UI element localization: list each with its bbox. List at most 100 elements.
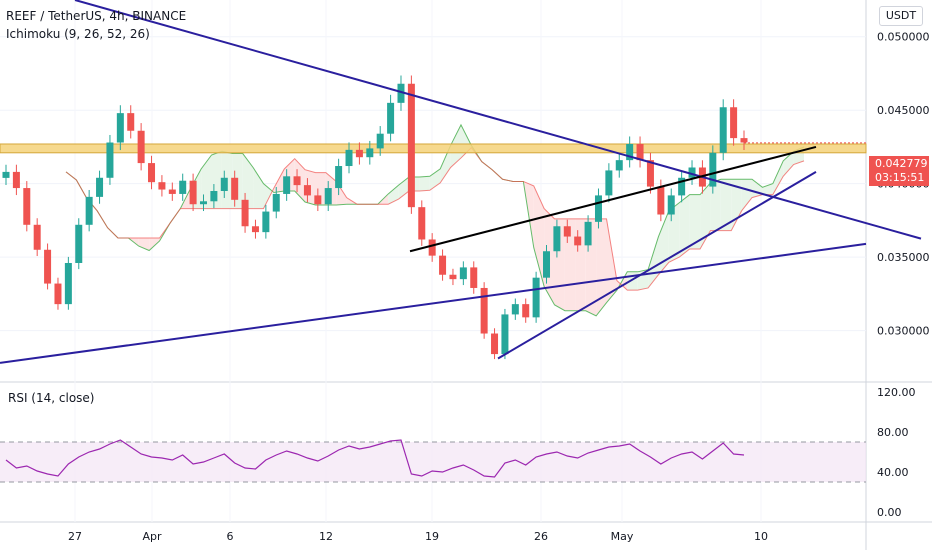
candle-body xyxy=(179,180,187,194)
candle-body xyxy=(345,149,353,167)
candle-body xyxy=(12,171,20,189)
cloud-segment xyxy=(741,179,753,211)
candle-body xyxy=(615,160,623,171)
candle-body xyxy=(584,221,592,246)
bar-countdown: 03:15:51 xyxy=(875,171,925,184)
candle-body xyxy=(75,224,83,263)
candle-body xyxy=(418,207,426,240)
candle-body xyxy=(511,304,519,315)
candle-body xyxy=(387,102,395,134)
cloud-segment xyxy=(253,167,264,209)
candle-body xyxy=(283,176,291,194)
candle-body xyxy=(199,201,207,205)
last-price-value: 0.042779 xyxy=(875,157,928,170)
candle-body xyxy=(44,249,52,284)
rsi-tick-label: 0.00 xyxy=(877,506,902,519)
candle-body xyxy=(719,107,727,153)
candle-body xyxy=(574,236,582,246)
candle-body xyxy=(730,107,738,139)
candle-body xyxy=(605,170,613,196)
candle-body xyxy=(210,191,218,202)
candle-body xyxy=(23,188,31,225)
cloud-segment xyxy=(679,194,690,258)
cloud-segment xyxy=(388,185,399,205)
cloud-segment xyxy=(201,155,212,209)
rsi-legend[interactable]: RSI (14, close) xyxy=(8,391,95,405)
cloud-segment xyxy=(273,168,285,193)
candle-body xyxy=(231,177,239,200)
cloud-segment xyxy=(731,179,742,231)
rsi-pane xyxy=(0,439,866,483)
indicator-legend[interactable]: Ichimoku (9, 26, 52, 26) xyxy=(6,27,150,41)
currency-selector[interactable]: USDT xyxy=(879,6,923,26)
price-tick-label: 0.030000 xyxy=(877,325,930,338)
cloud-segment xyxy=(700,182,711,250)
price-tick-label: 0.050000 xyxy=(877,31,930,44)
support-resistance-band xyxy=(0,143,867,154)
candle-body xyxy=(106,142,114,178)
candle-body xyxy=(376,133,384,149)
candle-body xyxy=(355,149,363,158)
cloud-segment xyxy=(398,177,410,200)
candle-body xyxy=(626,143,634,161)
price-tick-label: 0.045000 xyxy=(877,104,930,117)
cloud-segment xyxy=(575,218,586,311)
cloud-segment xyxy=(658,210,669,275)
time-tick-label: 10 xyxy=(754,530,768,543)
candle-body xyxy=(522,304,530,318)
cloud-segment xyxy=(606,218,617,303)
time-tick-label: 26 xyxy=(534,530,548,543)
candle-body xyxy=(657,186,665,215)
candle-body xyxy=(220,177,228,191)
trendline xyxy=(0,242,867,364)
candle-body xyxy=(480,287,488,334)
cloud-segment xyxy=(710,179,721,231)
symbol-title[interactable]: REEF / TetherUS, 4h, BINANCE xyxy=(6,9,187,23)
candle-body xyxy=(85,196,93,225)
candle-body xyxy=(189,180,197,205)
support-bands xyxy=(0,143,867,154)
candle-body xyxy=(366,148,374,158)
candle-body xyxy=(709,152,717,187)
last-price-badge: 0.042779 03:15:51 xyxy=(869,156,929,186)
candle-body xyxy=(439,255,447,275)
leading-span-b xyxy=(65,146,805,291)
candle-body xyxy=(116,113,124,143)
candle-body xyxy=(407,83,415,208)
candle-body xyxy=(293,176,301,186)
trendlines xyxy=(0,0,922,364)
candle-body xyxy=(491,333,499,355)
rsi-tick-label: 40.00 xyxy=(877,466,909,479)
time-tick-label: Apr xyxy=(142,530,162,543)
candle-body xyxy=(636,143,644,161)
candle-body xyxy=(543,251,551,278)
candle-body xyxy=(688,167,696,178)
cloud-segment xyxy=(689,194,701,250)
candle-body xyxy=(96,177,104,197)
candle-body xyxy=(137,130,145,164)
time-tick-label: May xyxy=(611,530,634,543)
candle-body xyxy=(740,138,748,143)
candle-body xyxy=(324,188,332,205)
candle-body xyxy=(262,211,270,233)
time-tick-label: 6 xyxy=(227,530,234,543)
candle-body xyxy=(127,113,135,131)
time-tick-label: 19 xyxy=(425,530,439,543)
time-tick-label: 12 xyxy=(319,530,333,543)
candle-body xyxy=(2,171,10,178)
cloud-segment xyxy=(533,185,545,287)
candle-body xyxy=(158,182,166,190)
candle-body xyxy=(251,226,259,233)
cloud-segment xyxy=(440,145,451,183)
candle-body xyxy=(428,239,436,256)
leading-span-a xyxy=(65,123,805,317)
candle-body xyxy=(553,226,561,252)
trendline xyxy=(497,171,817,360)
cloud-segment xyxy=(419,176,430,191)
price-tick-label: 0.035000 xyxy=(877,251,930,264)
candle-body xyxy=(501,314,509,355)
rsi-line xyxy=(5,439,745,478)
cloud-segment xyxy=(783,151,794,177)
ichimoku-cloud xyxy=(65,123,805,317)
